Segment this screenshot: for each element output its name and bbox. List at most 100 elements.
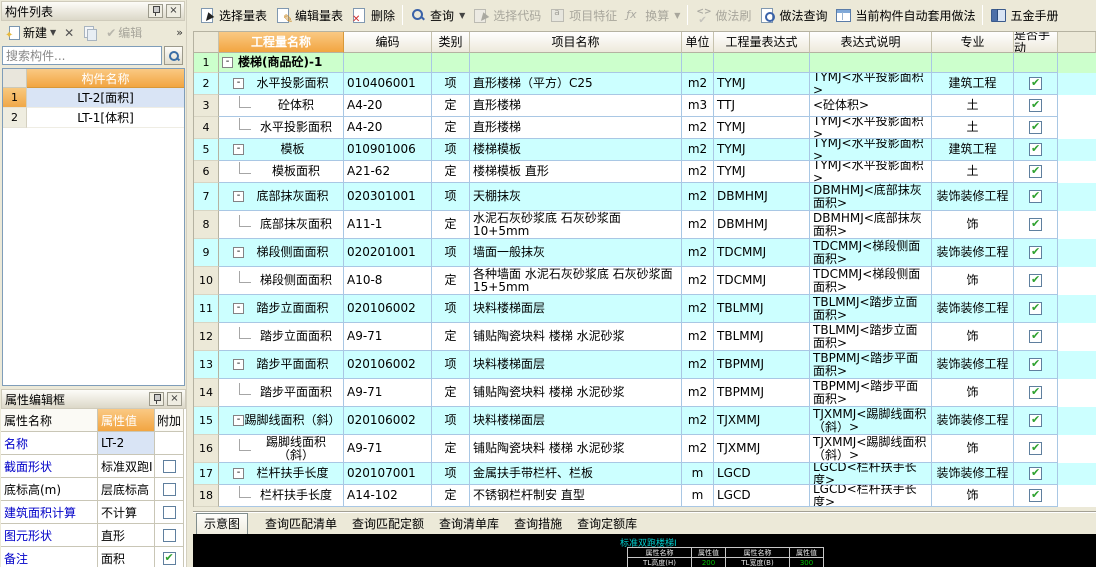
cell-expression-desc[interactable]: DBMHMJ<底部抹灰面积> bbox=[810, 211, 932, 239]
cell-code[interactable]: 020201001 bbox=[344, 239, 432, 267]
cell-expression-desc[interactable]: TDCMMJ<梯段侧面面积> bbox=[810, 267, 932, 295]
row-number[interactable]: 2 bbox=[3, 108, 27, 128]
cell-unit[interactable]: m bbox=[682, 485, 714, 507]
cell-category[interactable]: 定 bbox=[432, 267, 470, 295]
collapse-toggle-icon[interactable]: - bbox=[222, 57, 233, 68]
cell-expression-desc[interactable]: TBPMMJ<踏步平面面积> bbox=[810, 351, 932, 379]
close-button[interactable]: × bbox=[166, 4, 181, 18]
cell-expression[interactable]: TTJ bbox=[714, 95, 810, 117]
cell-expression[interactable]: DBMHMJ bbox=[714, 183, 810, 211]
cell-profession[interactable]: 饰 bbox=[932, 485, 1014, 507]
cell-project-name[interactable]: 铺贴陶瓷块料 楼梯 水泥砂浆 bbox=[470, 435, 682, 463]
cell-category[interactable]: 定 bbox=[432, 117, 470, 139]
extra-checkbox[interactable] bbox=[162, 459, 176, 473]
row-number[interactable]: 17 bbox=[194, 463, 219, 485]
cell-expression-desc[interactable]: TJXMMJ<踢脚线面积（斜）> bbox=[810, 435, 932, 463]
cell-expression[interactable]: TBPMMJ bbox=[714, 379, 810, 407]
cell-profession[interactable]: 装饰装修工程 bbox=[932, 295, 1014, 323]
cell-unit[interactable]: m2 bbox=[682, 139, 714, 161]
search-input[interactable] bbox=[2, 46, 162, 65]
row-number[interactable]: 1 bbox=[3, 88, 27, 108]
grid-row[interactable]: 8 底部抹灰面积 A11-1 定 水泥石灰砂浆底 石灰砂浆面 10+5mm m2… bbox=[194, 211, 1096, 239]
row-number[interactable]: 8 bbox=[194, 211, 219, 239]
cell-code[interactable]: 020106002 bbox=[344, 295, 432, 323]
row-number[interactable]: 14 bbox=[194, 379, 219, 407]
pin-button[interactable] bbox=[148, 4, 163, 18]
cell-manual[interactable] bbox=[1014, 295, 1058, 323]
cell-profession[interactable]: 装饰装修工程 bbox=[932, 407, 1014, 435]
tab-query-match-list[interactable]: 查询匹配清单 bbox=[265, 517, 338, 531]
cell-unit[interactable]: m2 bbox=[682, 183, 714, 211]
cell-code[interactable]: A14-102 bbox=[344, 485, 432, 507]
tab-query-quota-library[interactable]: 查询定额库 bbox=[577, 517, 638, 531]
cell-manual[interactable] bbox=[1014, 161, 1058, 183]
cell-code[interactable]: A11-1 bbox=[344, 211, 432, 239]
cell-profession[interactable]: 装饰装修工程 bbox=[932, 351, 1014, 379]
close-button[interactable]: × bbox=[167, 392, 182, 406]
property-value[interactable]: 直形 bbox=[98, 524, 155, 547]
grid-row[interactable]: 2 - 水平投影面积 010406001 项 直形楼梯（平方）C25 m2 TYM… bbox=[194, 73, 1096, 95]
grid-row[interactable]: 10 梯段侧面面积 A10-8 定 各种墙面 水泥石灰砂浆底 石灰砂浆面 15+… bbox=[194, 267, 1096, 295]
cell-expression[interactable]: DBMHMJ bbox=[714, 211, 810, 239]
grid-row[interactable]: 11 - 踏步立面面积 020106002 项 块料楼梯面层 m2 TBLMMJ … bbox=[194, 295, 1096, 323]
cell-expression[interactable]: TBLMMJ bbox=[714, 323, 810, 351]
cell-profession[interactable]: 装饰装修工程 bbox=[932, 463, 1014, 485]
cell-profession[interactable]: 饰 bbox=[932, 435, 1014, 463]
cell-code[interactable]: 020301001 bbox=[344, 183, 432, 211]
cell-project-name[interactable]: 墙面一般抹灰 bbox=[470, 239, 682, 267]
cell-project-name[interactable]: 直形楼梯（平方）C25 bbox=[470, 73, 682, 95]
row-number[interactable]: 1 bbox=[194, 53, 219, 73]
manual-checkbox[interactable] bbox=[1029, 98, 1042, 112]
cell-expression[interactable]: TYMJ bbox=[714, 73, 810, 95]
cell-expression[interactable]: TYMJ bbox=[714, 117, 810, 139]
manual-checkbox[interactable] bbox=[1029, 488, 1042, 502]
cell-expression-desc[interactable]: TYMJ<水平投影面积> bbox=[810, 117, 932, 139]
cell-expression-desc[interactable]: TBPMMJ<踏步平面面积> bbox=[810, 379, 932, 407]
manual-checkbox[interactable] bbox=[1029, 329, 1042, 343]
manual-checkbox[interactable] bbox=[1029, 273, 1042, 287]
grid-row[interactable]: 6 模板面积 A21-62 定 楼梯模板 直形 m2 TYMJ TYMJ<水平投… bbox=[194, 161, 1096, 183]
cell-profession[interactable]: 土 bbox=[932, 161, 1014, 183]
cell-quantity-name[interactable]: 模板面积 bbox=[219, 161, 344, 183]
manual-checkbox[interactable] bbox=[1029, 76, 1042, 90]
grid-row[interactable]: 9 - 梯段侧面面积 020201001 项 墙面一般抹灰 m2 TDCMMJ T… bbox=[194, 239, 1096, 267]
cell-project-name[interactable]: 水泥石灰砂浆底 石灰砂浆面 10+5mm bbox=[470, 211, 682, 239]
cell-unit[interactable]: m2 bbox=[682, 117, 714, 139]
cell-quantity-name[interactable]: - 底部抹灰面积 bbox=[219, 183, 344, 211]
property-value[interactable]: 面积 bbox=[98, 547, 155, 567]
cell-project-name[interactable]: 铺贴陶瓷块料 楼梯 水泥砂浆 bbox=[470, 323, 682, 351]
cell-category[interactable]: 项 bbox=[432, 183, 470, 211]
cell-manual[interactable] bbox=[1014, 73, 1058, 95]
cell-expression-desc[interactable]: LGCD<栏杆扶手长度> bbox=[810, 463, 932, 485]
manual-checkbox[interactable] bbox=[1029, 164, 1042, 178]
grid-row[interactable]: 4 水平投影面积 A4-20 定 直形楼梯 m2 TYMJ TYMJ<水平投影面… bbox=[194, 117, 1096, 139]
cell-category[interactable]: 定 bbox=[432, 95, 470, 117]
cell-quantity-name[interactable]: - 踏步平面面积 bbox=[219, 351, 344, 379]
cell-unit[interactable]: m3 bbox=[682, 95, 714, 117]
cell-category[interactable]: 定 bbox=[432, 161, 470, 183]
cell-profession[interactable]: 装饰装修工程 bbox=[932, 239, 1014, 267]
cell-unit[interactable]: m2 bbox=[682, 239, 714, 267]
cell-expression-desc[interactable]: TYMJ<水平投影面积> bbox=[810, 139, 932, 161]
row-number[interactable]: 9 bbox=[194, 239, 219, 267]
cell-quantity-name[interactable]: - 栏杆扶手长度 bbox=[219, 463, 344, 485]
cell-expression-desc[interactable]: TYMJ<水平投影面积> bbox=[810, 161, 932, 183]
manual-checkbox[interactable] bbox=[1029, 189, 1042, 203]
manual-checkbox[interactable] bbox=[1029, 142, 1042, 156]
row-number[interactable]: 5 bbox=[194, 139, 219, 161]
cell-expression[interactable]: LGCD bbox=[714, 485, 810, 507]
cell-code[interactable]: A21-62 bbox=[344, 161, 432, 183]
cell-category[interactable]: 项 bbox=[432, 463, 470, 485]
cell-expression[interactable]: TJXMMJ bbox=[714, 435, 810, 463]
manual-checkbox[interactable] bbox=[1029, 301, 1042, 315]
cell-quantity-name[interactable]: 踏步平面面积 bbox=[219, 379, 344, 407]
manual-checkbox[interactable] bbox=[1029, 357, 1042, 371]
cell-expression[interactable]: TDCMMJ bbox=[714, 267, 810, 295]
cell-unit[interactable]: m2 bbox=[682, 323, 714, 351]
cell-category[interactable]: 定 bbox=[432, 323, 470, 351]
cell-unit[interactable]: m2 bbox=[682, 295, 714, 323]
manual-checkbox[interactable] bbox=[1029, 441, 1042, 455]
row-number[interactable]: 15 bbox=[194, 407, 219, 435]
cell-expression-desc[interactable]: TJXMMJ<踢脚线面积（斜）> bbox=[810, 407, 932, 435]
cell-quantity-name[interactable]: 梯段侧面面积 bbox=[219, 267, 344, 295]
